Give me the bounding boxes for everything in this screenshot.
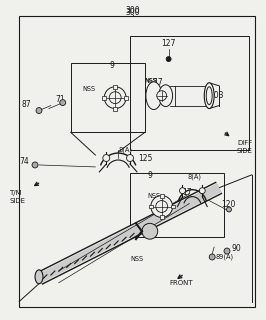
Circle shape [60,100,66,106]
Text: 9: 9 [147,171,152,180]
Text: 125: 125 [138,154,152,163]
Text: 90: 90 [232,244,242,252]
Bar [113,107,117,110]
Bar [130,173,224,237]
Text: DIFF: DIFF [237,140,252,146]
Text: 127: 127 [162,39,176,48]
Circle shape [180,188,185,194]
Bar [102,96,106,100]
Text: 71: 71 [55,95,65,104]
Bar [124,96,128,100]
Bar [130,36,249,150]
Bar [19,16,255,308]
Circle shape [199,188,205,194]
Text: SIDE: SIDE [237,148,253,154]
Ellipse shape [159,85,173,107]
Text: SIDE: SIDE [9,197,25,204]
Text: 17: 17 [153,78,163,87]
Text: 300: 300 [126,8,140,17]
Bar [160,194,164,198]
Ellipse shape [35,270,43,284]
Circle shape [224,248,230,254]
Bar [160,215,164,220]
Text: NSS: NSS [145,78,157,83]
Text: T/M: T/M [9,190,22,196]
Circle shape [127,155,134,162]
Circle shape [36,108,42,114]
Circle shape [227,207,231,212]
Circle shape [109,92,121,104]
Bar [71,63,145,132]
Text: NSS: NSS [145,78,158,84]
Text: FRONT: FRONT [170,280,193,286]
Text: NSS: NSS [148,193,161,199]
Text: 74: 74 [19,157,29,166]
Text: NSS: NSS [82,86,96,92]
Bar [171,204,174,209]
Text: 300: 300 [126,6,140,15]
Ellipse shape [204,83,214,108]
Circle shape [103,155,110,162]
Bar [149,204,153,209]
Ellipse shape [206,87,212,105]
Circle shape [142,223,158,239]
Text: 89(A): 89(A) [215,254,233,260]
Circle shape [104,87,126,108]
Text: 9: 9 [110,61,115,70]
Text: 8(A): 8(A) [118,147,132,153]
Text: 87: 87 [22,100,31,109]
Ellipse shape [146,82,162,109]
Circle shape [166,57,171,61]
Text: 103: 103 [209,91,224,100]
Text: 120: 120 [221,200,235,209]
Bar [113,85,117,89]
Circle shape [156,201,168,212]
Text: 8(A): 8(A) [188,173,201,180]
Circle shape [209,254,215,260]
Circle shape [151,196,173,217]
Circle shape [157,91,167,100]
Text: NSS: NSS [130,256,143,262]
Circle shape [32,162,38,168]
Text: 17: 17 [182,188,192,197]
